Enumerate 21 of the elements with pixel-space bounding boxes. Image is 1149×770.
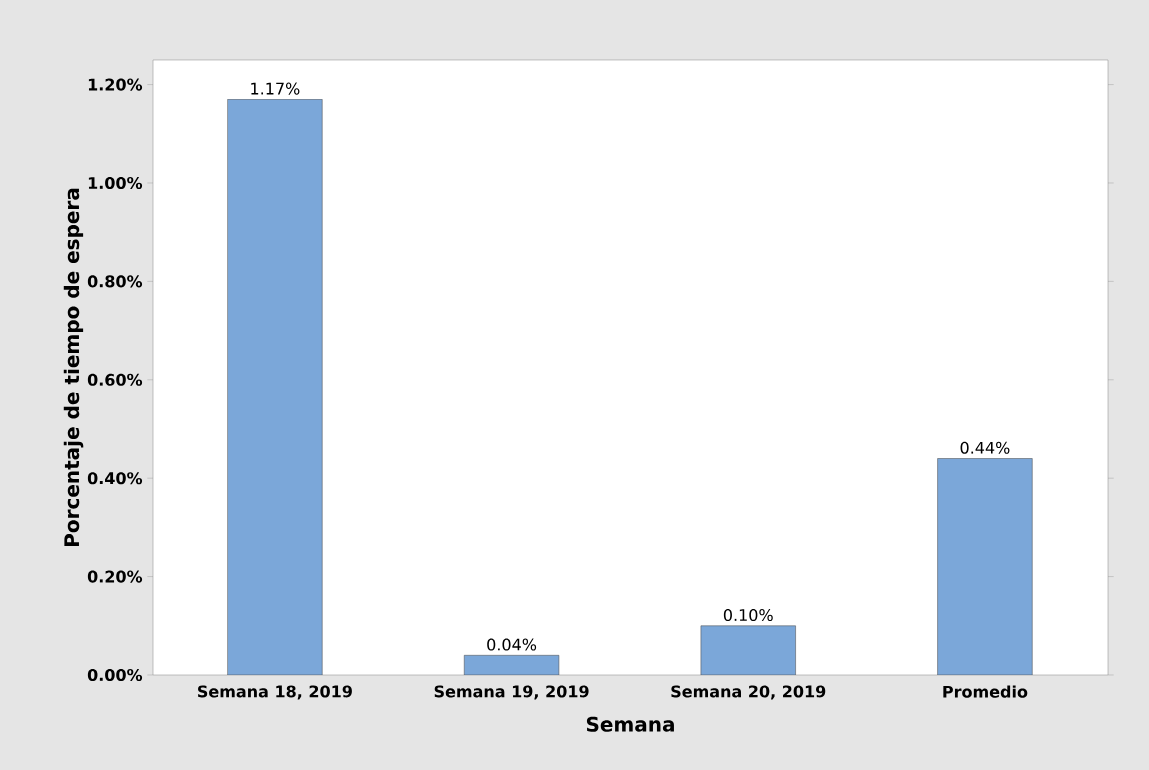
y-tick-label: 0.00%	[87, 668, 143, 682]
bar	[227, 99, 323, 675]
bar	[463, 655, 560, 675]
y-tick-label: 0.40%	[87, 472, 143, 485]
x-tick-label: Semana 20, 2019	[671, 685, 826, 700]
y-tick-label: 1.20%	[88, 78, 143, 91]
x-tick-label: Promedio	[943, 685, 1028, 698]
y-tick-label: 0.80%	[87, 275, 143, 288]
data-label: 0.04%	[487, 638, 537, 651]
y-tick-label: 0.20%	[87, 570, 143, 583]
bar	[700, 625, 796, 675]
data-label: 0.44%	[960, 441, 1010, 454]
x-tick-label: Semana 18, 2019	[198, 685, 352, 700]
data-label: 1.17%	[251, 82, 300, 95]
x-axis-title: Semana	[586, 716, 674, 732]
y-tick-label: 0.60%	[87, 373, 143, 386]
bar	[937, 458, 1033, 675]
data-label: 0.10%	[723, 608, 773, 622]
x-tick-label: Semana 19, 2019	[434, 685, 589, 700]
y-tick-label: 1.00%	[88, 176, 143, 190]
y-axis-title: Porcentaje de tiempo de espera	[63, 188, 84, 546]
